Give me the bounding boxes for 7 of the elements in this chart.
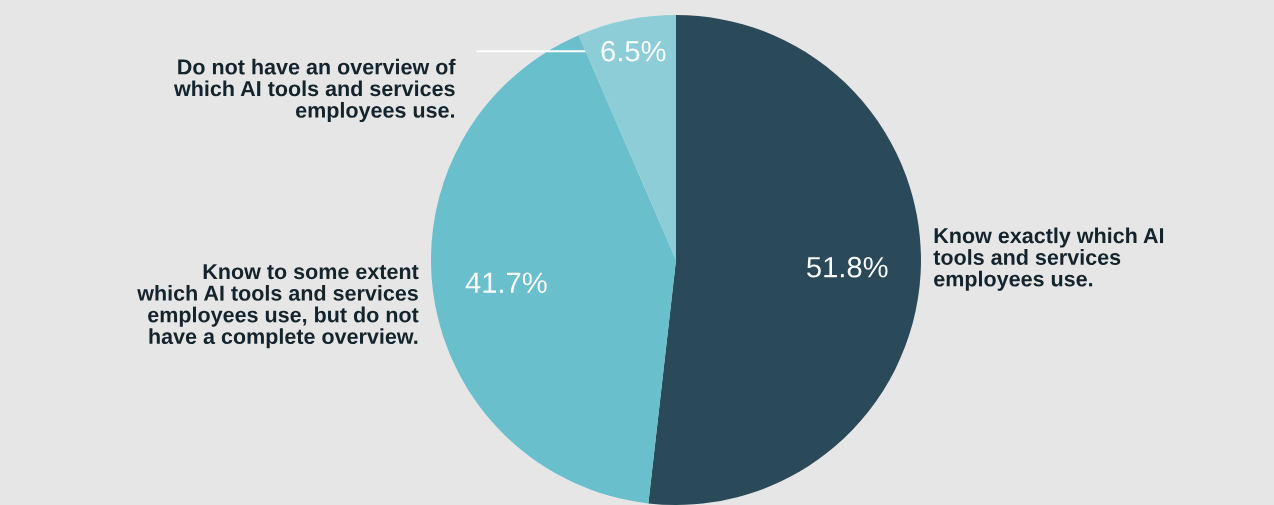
- slice-label: Know exactly which AI tools and services employees use.: [933, 227, 1164, 291]
- data-label: 6.5%: [601, 40, 666, 62]
- data-label: 41.7%: [465, 272, 547, 293]
- slice-label: Do not have an overview of which AI tools and services employees use.: [173, 58, 456, 123]
- slice-label: Know to some extent which AI tools and services employees use, but do not have a complete overview.: [137, 264, 419, 349]
- data-label: 51.8%: [807, 256, 888, 278]
- pie-slice: [578, 15, 676, 260]
